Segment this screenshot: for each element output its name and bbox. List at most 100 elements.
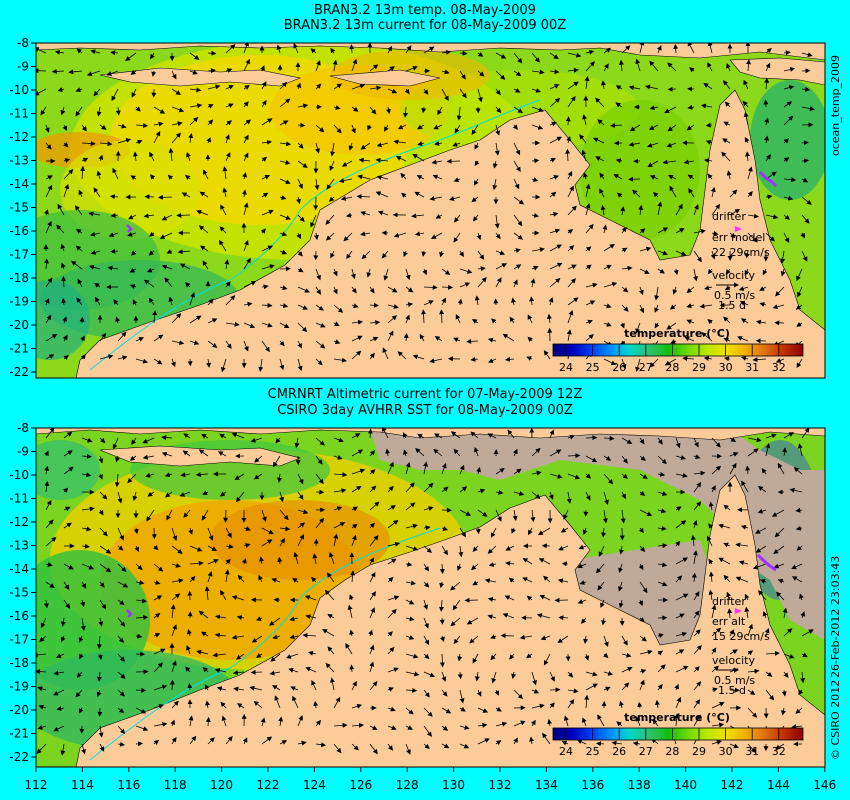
top-title-line1: BRAN3.2 13m temp. 08-May-2009 <box>313 3 537 18</box>
current-vector <box>387 315 398 324</box>
lat-tick-label: -15 <box>9 586 29 600</box>
current-vector <box>603 435 615 441</box>
current-vector <box>405 302 414 308</box>
current-vector <box>585 435 598 441</box>
current-vector <box>325 232 335 241</box>
current-vector <box>549 52 559 60</box>
current-vector <box>638 204 644 216</box>
current-vector <box>279 178 291 185</box>
colorbar-tick-label: 30 <box>719 745 733 758</box>
current-vector <box>393 139 407 145</box>
current-vector <box>180 472 191 478</box>
current-vector <box>376 142 389 148</box>
current-vector <box>585 246 592 252</box>
current-vector <box>405 65 418 72</box>
current-vector <box>434 433 443 439</box>
current-vector <box>549 244 562 252</box>
current-vector <box>243 101 249 108</box>
current-vector <box>207 340 218 348</box>
current-vector <box>603 47 611 54</box>
current-vector <box>435 213 443 219</box>
current-vector <box>171 132 181 144</box>
current-vector <box>567 81 579 90</box>
current-vector <box>664 358 677 366</box>
top-colorbar-bar <box>552 343 804 357</box>
current-vector <box>80 165 86 180</box>
current-vector <box>367 124 372 131</box>
current-vector <box>775 358 785 363</box>
current-vector <box>279 159 291 165</box>
current-vector <box>189 52 200 60</box>
current-vector <box>261 284 269 290</box>
current-vector <box>45 220 52 234</box>
current-vector <box>225 340 232 350</box>
bottom-isobath-line <box>89 527 441 761</box>
current-vector <box>297 286 310 293</box>
lat-tick-label: -8 <box>17 421 29 435</box>
current-vector <box>153 130 161 144</box>
current-vector <box>710 186 716 198</box>
current-vector <box>36 47 47 54</box>
top-latitude-axis: -8 -9 -10 -11 -12 -13 -14 -15 -16 -17 -18 -19 -20 -21… <box>9 36 36 379</box>
current-vector <box>117 331 127 342</box>
current-vector <box>369 450 376 457</box>
current-vector <box>585 61 595 72</box>
current-vector <box>632 189 641 198</box>
current-vector <box>60 106 66 116</box>
current-vector <box>603 243 615 252</box>
current-vector <box>279 195 287 200</box>
current-vector <box>585 334 594 342</box>
current-vector <box>495 88 501 96</box>
lon-tick-label: 144 <box>767 778 790 792</box>
current-vector <box>207 104 214 109</box>
current-vector <box>297 160 308 168</box>
current-vector <box>441 49 451 55</box>
current-vector <box>783 177 797 183</box>
current-vector <box>723 80 731 90</box>
current-vector <box>701 332 713 342</box>
current-vector <box>783 214 790 220</box>
current-vector <box>279 81 288 90</box>
current-vector <box>397 351 407 360</box>
current-vector <box>801 86 811 92</box>
current-vector <box>495 263 508 270</box>
current-vector <box>45 184 53 198</box>
current-vector <box>376 175 389 180</box>
current-vector <box>90 249 101 255</box>
current-vector <box>583 172 588 180</box>
current-vector <box>350 268 356 280</box>
current-vector <box>99 124 107 130</box>
current-vector <box>315 455 323 465</box>
current-vector <box>80 354 86 360</box>
current-vector <box>585 300 596 306</box>
current-vector <box>207 298 214 306</box>
current-vector <box>44 465 50 475</box>
current-vector <box>225 85 234 90</box>
current-vector <box>764 77 770 90</box>
current-vector <box>597 119 605 126</box>
current-vector <box>693 268 698 282</box>
current-vector <box>135 687 147 693</box>
current-vector <box>81 157 89 163</box>
current-vector <box>629 124 641 132</box>
current-vector <box>417 124 425 130</box>
current-vector <box>453 214 461 223</box>
current-vector <box>452 141 461 147</box>
current-vector <box>585 223 594 234</box>
current-vector <box>693 204 699 216</box>
current-vector <box>775 286 785 297</box>
current-vector <box>567 434 575 440</box>
current-vector <box>113 299 119 306</box>
current-vector <box>387 88 398 94</box>
lat-tick-label: -15 <box>9 201 29 215</box>
current-vector <box>351 468 366 475</box>
current-vector <box>783 115 794 126</box>
current-vector <box>492 160 498 169</box>
current-vector <box>603 358 617 366</box>
current-vector <box>699 303 713 309</box>
current-vector <box>599 172 605 180</box>
current-vector <box>801 140 809 146</box>
current-vector <box>189 292 196 306</box>
current-vector <box>800 232 805 239</box>
current-vector <box>723 316 731 324</box>
